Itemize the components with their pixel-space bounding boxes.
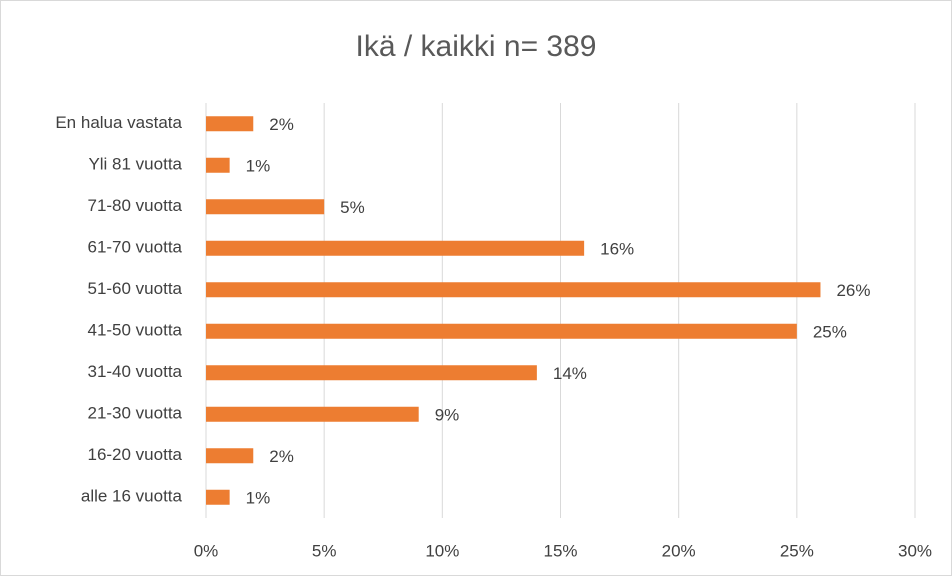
bar xyxy=(206,448,254,464)
bar xyxy=(206,116,254,132)
bar xyxy=(206,240,585,256)
y-tick-label: 51-60 vuotta xyxy=(87,279,182,298)
bar xyxy=(206,157,230,173)
bar xyxy=(206,323,797,339)
x-tick-label: 10% xyxy=(425,541,459,560)
y-tick-label: Yli 81 vuotta xyxy=(88,155,182,174)
bar xyxy=(206,406,419,422)
y-tick-label: alle 16 vuotta xyxy=(81,487,183,506)
y-tick-label: 71-80 vuotta xyxy=(87,196,182,215)
x-tick-label: 15% xyxy=(543,541,577,560)
value-label: 2% xyxy=(269,447,294,466)
x-tick-label: 20% xyxy=(662,541,696,560)
value-label: 9% xyxy=(435,406,460,425)
y-tick-label: 16-20 vuotta xyxy=(87,445,182,464)
bar xyxy=(206,365,537,381)
value-label: 14% xyxy=(553,364,587,383)
value-label: 26% xyxy=(836,281,870,300)
value-label: 2% xyxy=(269,115,294,134)
y-tick-label: 41-50 vuotta xyxy=(87,321,182,340)
x-tick-label: 30% xyxy=(898,541,932,560)
y-tick-label: 31-40 vuotta xyxy=(87,362,182,381)
value-label: 1% xyxy=(246,157,271,176)
value-label: 25% xyxy=(813,323,847,342)
y-tick-label: En halua vastata xyxy=(55,113,182,132)
bar xyxy=(206,489,230,505)
chart-title: Ikä / kaikki n= 389 xyxy=(356,30,597,63)
value-label: 1% xyxy=(246,489,271,508)
y-tick-label: 61-70 vuotta xyxy=(87,238,182,257)
bar xyxy=(206,282,821,298)
value-label: 5% xyxy=(340,198,365,217)
x-tick-label: 25% xyxy=(780,541,814,560)
bar xyxy=(206,199,325,215)
x-tick-label: 0% xyxy=(194,541,219,560)
x-tick-label: 5% xyxy=(312,541,337,560)
value-label: 16% xyxy=(600,240,634,259)
y-tick-label: 21-30 vuotta xyxy=(87,404,182,423)
